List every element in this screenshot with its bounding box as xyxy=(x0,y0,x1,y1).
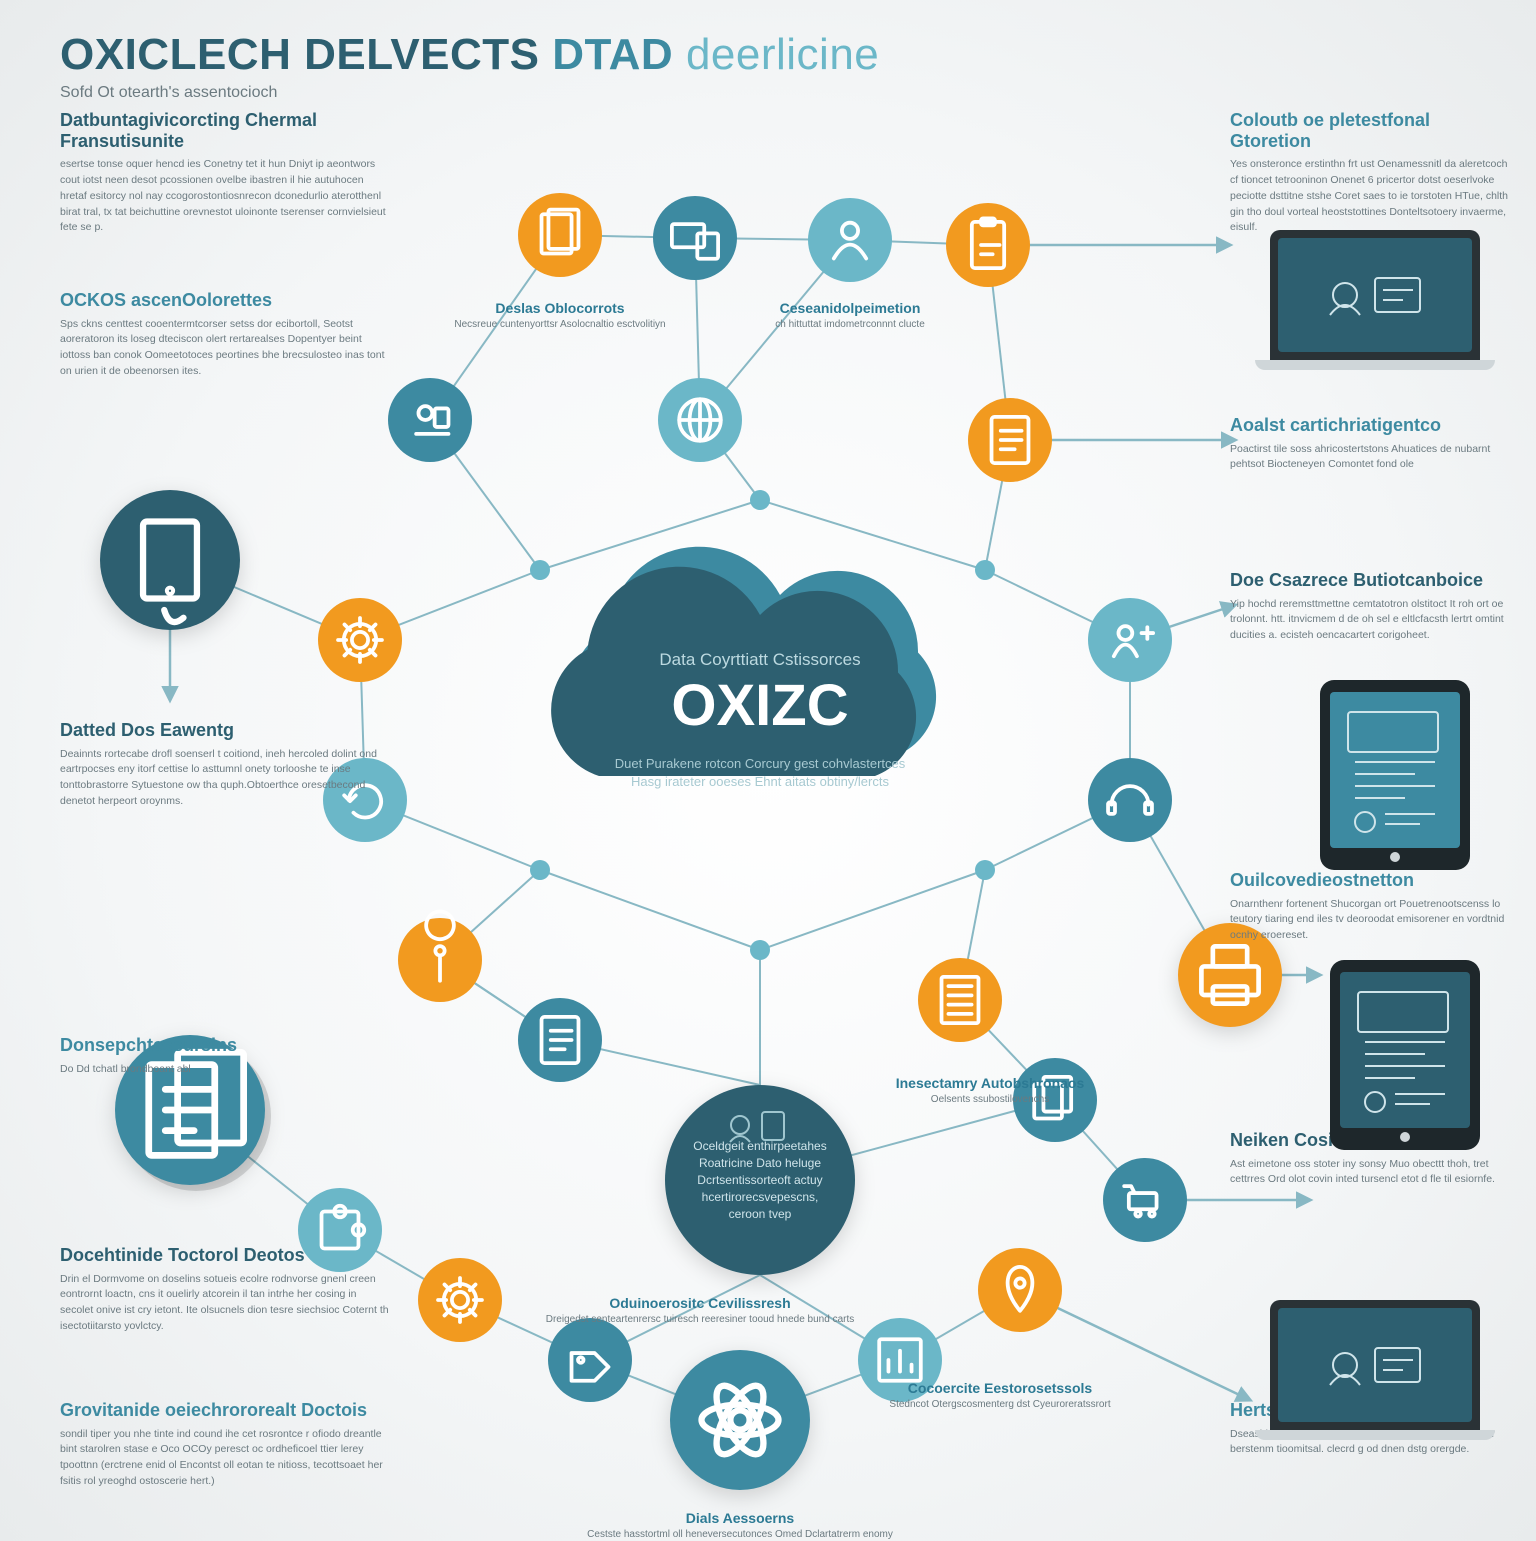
network-node xyxy=(808,198,892,282)
block-heading: Coloutb oe pletestfonal Gtoretion xyxy=(1230,110,1510,151)
network-node xyxy=(518,998,602,1082)
node-label: Ceseanidolpeimetionch hittuttat imdometr… xyxy=(775,300,925,331)
network-node xyxy=(750,490,770,510)
network-node xyxy=(653,196,737,280)
network-node xyxy=(1088,598,1172,682)
network-node xyxy=(978,1248,1062,1332)
block-heading: Ouilcovedieostnetton xyxy=(1230,870,1510,891)
block-body: sondil tiper you nhe tinte ind cound ihe… xyxy=(60,1427,390,1490)
tablet-mid xyxy=(1320,680,1470,870)
network-node xyxy=(530,860,550,880)
tablet-icon xyxy=(100,490,240,630)
network-node xyxy=(1103,1158,1187,1242)
block-heading: Datted Dos Eawentg xyxy=(60,720,390,741)
network-node xyxy=(418,1258,502,1342)
network-node xyxy=(318,598,402,682)
svg-text:OXIZC: OXIZC xyxy=(671,673,848,738)
svg-text:Data Coyrttiatt Cstissorces: Data Coyrttiatt Cstissorces xyxy=(659,650,860,669)
text-block: Docehtinide Toctorol Deotos Drin el Dormv… xyxy=(60,1245,390,1335)
network-node xyxy=(975,560,995,580)
block-body: esertse tonse oquer hencd ies Conetny te… xyxy=(60,157,390,236)
title-word-3: DTAD xyxy=(552,30,673,79)
block-heading: Doe Csazrece Butiotcanboice xyxy=(1230,570,1510,591)
title-word-1: OXICLECH xyxy=(60,30,291,79)
block-body: Sps ckns centtest cooentermtcorser setss… xyxy=(60,317,390,380)
text-block: Datted Dos Eawentg Deainnts rortecabe dro… xyxy=(60,720,390,810)
block-heading: Docehtinide Toctorol Deotos xyxy=(60,1245,390,1266)
network-node xyxy=(946,203,1030,287)
network-node xyxy=(975,860,995,880)
text-block: Grovitanide oeiechrororealt Doctois sondi… xyxy=(60,1400,390,1490)
text-block: OCKOS ascenOolorettes Sps ckns centtest c… xyxy=(60,290,390,380)
node-label: Oduinoerositc CevilissreshDreigedst sent… xyxy=(546,1295,855,1326)
network-node xyxy=(530,560,550,580)
block-body: Ast eimetone oss stoter iny sonsy Muo ob… xyxy=(1230,1157,1510,1189)
text-block: Donsepchtessursins Do Dd tchatl brondboan… xyxy=(60,1035,390,1077)
text-block: Coloutb oe pletestfonal Gtoretion Yes ons… xyxy=(1230,110,1510,236)
page-subtitle: Sofd Ot otearth's assentocioch xyxy=(60,84,879,102)
block-body: Deainnts rortecabe drofl soenserl t coit… xyxy=(60,747,390,810)
science-icon xyxy=(670,1350,810,1490)
network-node xyxy=(518,193,602,277)
svg-text:ceroon tvep: ceroon tvep xyxy=(729,1207,792,1221)
block-body: Poactirst tile soss ahricostertstons Ahu… xyxy=(1230,442,1510,474)
node-label: Inesectamry AutobshronaosOelsents ssubos… xyxy=(896,1075,1085,1106)
page-header: OXICLECH DELVECTS DTAD deerlicine Sofd O… xyxy=(60,30,879,102)
network-node xyxy=(658,378,742,462)
block-heading: Datbuntagivicorcting Chermal Fransutisun… xyxy=(60,110,390,151)
text-block: Doe Csazrece Butiotcanboice Yip hochd rer… xyxy=(1230,570,1510,644)
network-node xyxy=(1088,758,1172,842)
text-block: Datbuntagivicorcting Chermal Fransutisun… xyxy=(60,110,390,236)
block-heading: Aoalst cartichriatigentco xyxy=(1230,415,1510,436)
network-node xyxy=(968,398,1052,482)
text-block: Aoalst cartichriatigentco Poactirst tile … xyxy=(1230,415,1510,473)
svg-text:Hasg irateter ooeses Ehnt aita: Hasg irateter ooeses Ehnt aitats obtiny/… xyxy=(631,774,889,789)
node-label: Cocoercite EestorosetssolsStedncot Oterg… xyxy=(889,1380,1110,1411)
block-body: Drin el Dormvome on doselins sotueis eco… xyxy=(60,1272,390,1335)
node-label: Deslas OblocorrotsNecsreue cuntenyorttsr… xyxy=(454,300,665,331)
network-node xyxy=(750,940,770,960)
network-node xyxy=(548,1318,632,1402)
node-label: Dials AessoernsCestste hasstortml oll he… xyxy=(587,1510,893,1541)
network-node xyxy=(398,918,482,1002)
laptop-top xyxy=(1270,230,1495,370)
block-body: Yes onsteronce erstinthn frt ust Oenames… xyxy=(1230,157,1510,236)
title-word-4: deerlicine xyxy=(686,30,879,79)
page-title: OXICLECH DELVECTS DTAD deerlicine xyxy=(60,30,879,80)
svg-text:Roatricine Dato heluge: Roatricine Dato heluge xyxy=(699,1156,821,1170)
svg-text:Oceldgeit enthirpeetahes: Oceldgeit enthirpeetahes xyxy=(693,1139,826,1153)
block-heading: OCKOS ascenOolorettes xyxy=(60,290,390,311)
network-node xyxy=(388,378,472,462)
svg-text:Dcrtsentissorteoft actuy: Dcrtsentissorteoft actuy xyxy=(697,1173,822,1187)
text-block: Ouilcovedieostnetton Onarnthenr fortenent… xyxy=(1230,870,1510,944)
title-word-2: DELVECTS xyxy=(304,30,539,79)
block-body: Yip hochd reremsttmettne cemtatotron ols… xyxy=(1230,597,1510,644)
svg-text:Duet Purakene rotcon Corcury g: Duet Purakene rotcon Corcury gest cohvla… xyxy=(615,756,906,771)
block-heading: Donsepchtessursins xyxy=(60,1035,390,1056)
laptop-bottom xyxy=(1270,1300,1495,1440)
block-body: Onarnthenr fortenent Shucorgan ort Pouet… xyxy=(1230,897,1510,944)
network-node xyxy=(918,958,1002,1042)
tablet-low xyxy=(1330,960,1480,1150)
block-body: Do Dd tchatl brondboant abl xyxy=(60,1062,390,1078)
block-heading: Grovitanide oeiechrororealt Doctois xyxy=(60,1400,390,1421)
svg-text:hcertirorecsvepescns,: hcertirorecsvepescns, xyxy=(702,1190,819,1204)
